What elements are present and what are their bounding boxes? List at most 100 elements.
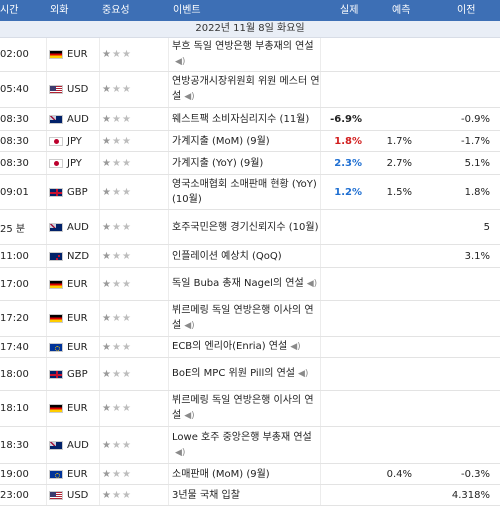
table-row[interactable]: 25 분 AUD ★ ★ ★ 호주국민은행 경기신뢰지수 (10월) 5 (0, 210, 500, 245)
flag-jp-icon (49, 158, 63, 168)
header-importance[interactable]: 중요성 (102, 5, 130, 16)
star-icon: ★ (111, 84, 121, 95)
forecast-value (370, 210, 412, 244)
time-cell: 18:00 (0, 368, 29, 380)
event-cell[interactable]: 연방공개시장위원회 위원 메스터 연설 ◀) (172, 72, 320, 107)
header-time[interactable]: 시간 (0, 5, 19, 16)
event-name[interactable]: 가계지출 (MoM) (9월) (172, 134, 270, 149)
actual-value (322, 427, 362, 463)
event-cell[interactable]: Lowe 호주 중앙은행 부총재 연설 ◀) (172, 427, 320, 463)
column-divider (46, 175, 47, 209)
table-row[interactable]: 05:40 USD ★ ★ ★ 연방공개시장위원회 위원 메스터 연설 ◀) (0, 72, 500, 108)
event-name[interactable]: 독일 Buba 총재 Nagel의 연설 ◀) (172, 276, 317, 292)
event-name[interactable]: 부흐 독일 연방은행 부총재의 연설 ◀) (172, 39, 320, 70)
table-row[interactable]: 08:30 JPY ★ ★ ★ 가계지출 (MoM) (9월) 1.8% 1.7% -1.7% (0, 131, 500, 152)
table-row[interactable]: 23:00 USD ★ ★ ★ 3년물 국채 입찰 4.318% (0, 485, 500, 506)
table-row[interactable]: 08:30 JPY ★ ★ ★ 가계지출 (YoY) (9월) 2.3% 2.7% 5.1% (0, 152, 500, 175)
table-row[interactable]: 18:30 AUD ★ ★ ★ Lowe 호주 중앙은행 부총재 연설◀) (0, 427, 500, 464)
previous-value: -0.3% (460, 468, 490, 480)
star-icon: ★ (102, 221, 111, 233)
column-divider (168, 108, 169, 130)
header-previous[interactable]: 이전 (457, 5, 476, 16)
event-cell[interactable]: 부흐 독일 연방은행 부총재의 연설 ◀) (172, 38, 320, 71)
event-cell[interactable]: 소매판매 (MoM) (9월) (172, 464, 320, 484)
column-divider (46, 391, 47, 426)
event-label[interactable]: Lowe 호주 중앙은행 부총재 연설 (172, 431, 312, 443)
event-name[interactable]: 가계지출 (YoY) (9월) (172, 156, 263, 171)
event-name[interactable]: 뷔르메링 독일 연방은행 이사의 연설 ◀) (172, 393, 320, 424)
event-label[interactable]: 영국소매협회 소매판매 현황 (YoY) (10월) (172, 179, 317, 205)
event-label[interactable]: 뷔르메링 독일 연방은행 이사의 연설 (172, 395, 314, 421)
star-icon: ★ (102, 49, 111, 60)
event-name[interactable]: 호주국민은행 경기신뢰지수 (10월) (172, 220, 319, 235)
event-name[interactable]: BoE의 MPC 위원 Pill의 연설 ◀) (172, 366, 308, 382)
forecast-value (370, 38, 412, 71)
table-row[interactable]: 11:00 NZD ★ ★ ★ 인플레이션 예상치 (QoQ) 3.1% (0, 245, 500, 268)
event-cell[interactable]: 영국소매협회 소매판매 현황 (YoY) (10월) (172, 175, 320, 209)
event-name[interactable]: 소매판매 (MoM) (9월) (172, 467, 270, 482)
table-row[interactable]: 09:01 GBP ★ ★ ★ 영국소매협회 소매판매 현황 (YoY) (10월) 1.2… (0, 175, 500, 210)
event-name[interactable]: 영국소매협회 소매판매 현황 (YoY) (10월) (172, 177, 320, 207)
header-event[interactable]: 이벤트 (173, 5, 201, 16)
event-cell[interactable]: 3년물 국채 입찰 (172, 485, 320, 505)
event-label[interactable]: 인플레이션 예상치 (QoQ) (172, 250, 282, 262)
event-name[interactable]: 웨스트팩 소비자심리지수 (11월) (172, 112, 309, 127)
star-icon: ★ (121, 403, 131, 414)
event-label[interactable]: 웨스트팩 소비자심리지수 (11월) (172, 113, 310, 125)
event-label[interactable]: 3년물 국채 입찰 (172, 489, 240, 501)
table-row[interactable]: 18:10 EUR ★ ★ ★ 뷔르메링 독일 연방은행 이사의 연설 ◀) (0, 391, 500, 427)
event-label[interactable]: BoE의 MPC 위원 Pill의 연설 (172, 368, 295, 379)
table-row[interactable]: 17:20 EUR ★ ★ ★ 뷔르메링 독일 연방은행 이사의 연설 ◀) (0, 301, 500, 337)
event-cell[interactable]: 뷔르메링 독일 연방은행 이사의 연설 ◀) (172, 301, 320, 336)
event-label[interactable]: 가계지출 (MoM) (9월) (172, 135, 270, 147)
column-divider (320, 337, 321, 357)
event-cell[interactable]: 뷔르메링 독일 연방은행 이사의 연설 ◀) (172, 391, 320, 426)
event-cell[interactable]: 가계지출 (MoM) (9월) (172, 131, 320, 151)
column-divider (99, 464, 100, 484)
table-row[interactable]: 17:40 EUR ★ ★ ★ ECB의 엔리아(Enria) 연설 ◀) (0, 337, 500, 358)
star-icon: ★ (121, 439, 131, 451)
actual-value: -6.9% (330, 113, 362, 125)
event-label[interactable]: 소매판매 (MoM) (9월) (172, 468, 270, 480)
header-forecast[interactable]: 예측 (392, 5, 411, 16)
event-name[interactable]: 뷔르메링 독일 연방은행 이사의 연설 ◀) (172, 303, 320, 334)
event-cell[interactable]: 독일 Buba 총재 Nagel의 연설 ◀) (172, 268, 320, 300)
header-currency[interactable]: 외화 (50, 5, 69, 16)
column-divider (320, 72, 321, 107)
star-icon: ★ (111, 221, 121, 233)
event-label[interactable]: 연방공개시장위원회 위원 메스터 연설 (172, 76, 320, 102)
star-icon: ★ (102, 439, 111, 451)
flag-cell (49, 210, 63, 244)
event-cell[interactable]: 인플레이션 예상치 (QoQ) (172, 245, 320, 267)
event-name[interactable]: Lowe 호주 중앙은행 부총재 연설 ◀) (172, 430, 320, 461)
flag-cell (49, 131, 63, 151)
event-cell[interactable]: 가계지출 (YoY) (9월) (172, 152, 320, 174)
table-row[interactable]: 08:30 AUD ★ ★ ★ 웨스트팩 소비자심리지수 (11월) -6.9% -0.9% (0, 108, 500, 131)
event-label[interactable]: 부흐 독일 연방은행 부총재의 연설 (172, 41, 314, 52)
event-name[interactable]: 3년물 국채 입찰 (172, 488, 240, 503)
event-label[interactable]: ECB의 엔리아(Enria) 연설 (172, 341, 288, 352)
event-cell[interactable]: 웨스트팩 소비자심리지수 (11월) (172, 108, 320, 130)
event-cell[interactable]: 호주국민은행 경기신뢰지수 (10월) (172, 210, 320, 244)
currency-cell: AUD (67, 113, 89, 125)
table-row[interactable]: 02:00 EUR ★ ★ ★ 부흐 독일 연방은행 부총재의 연설◀) (0, 38, 500, 72)
importance-stars: ★ ★ ★ (102, 108, 142, 130)
event-label[interactable]: 가계지출 (YoY) (9월) (172, 157, 264, 169)
event-label[interactable]: 독일 Buba 총재 Nagel의 연설 (172, 278, 304, 289)
event-name[interactable]: ECB의 엔리아(Enria) 연설 ◀) (172, 339, 301, 355)
table-row[interactable]: 18:00 GBP ★ ★ ★ BoE의 MPC 위원 Pill의 연설 ◀) (0, 358, 500, 391)
event-cell[interactable]: BoE의 MPC 위원 Pill의 연설 ◀) (172, 358, 320, 390)
event-name[interactable]: 연방공개시장위원회 위원 메스터 연설 ◀) (172, 74, 320, 105)
event-cell[interactable]: ECB의 엔리아(Enria) 연설 ◀) (172, 337, 320, 357)
currency-cell: JPY (67, 157, 82, 169)
table-row[interactable]: 17:00 EUR ★ ★ ★ 독일 Buba 총재 Nagel의 연설 ◀) (0, 268, 500, 301)
flag-cell (49, 245, 63, 267)
header-actual[interactable]: 실제 (340, 5, 359, 16)
event-label[interactable]: 호주국민은행 경기신뢰지수 (10월) (172, 221, 319, 233)
table-row[interactable]: 19:00 EUR ★ ★ ★ 소매판매 (MoM) (9월) 0.4% -0.3% (0, 464, 500, 485)
event-label[interactable]: 뷔르메링 독일 연방은행 이사의 연설 (172, 305, 314, 331)
event-name[interactable]: 인플레이션 예상치 (QoQ) (172, 249, 282, 264)
previous-value (430, 72, 490, 107)
importance-stars: ★ ★ ★ (102, 337, 142, 357)
